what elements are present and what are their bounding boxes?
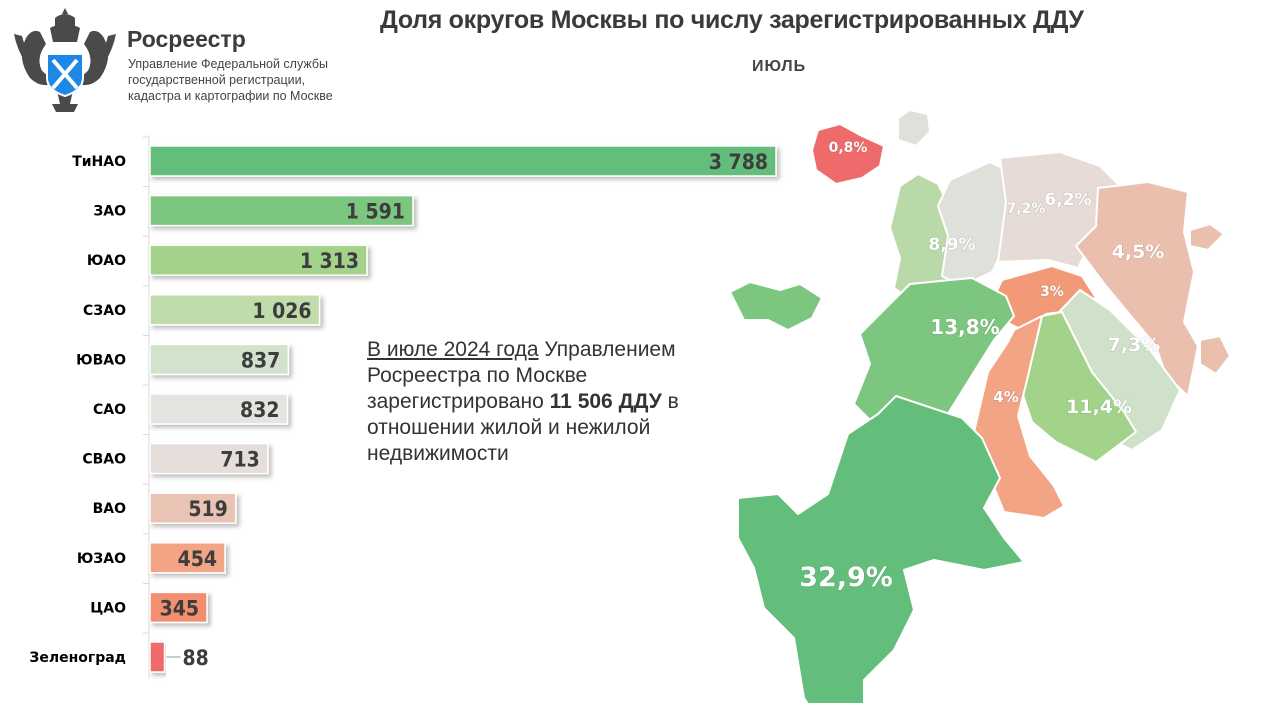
value-label: 519 [188, 497, 227, 521]
page-title: Доля округов Москвы по числу зарегистрир… [380, 6, 1084, 34]
bar [149, 393, 289, 425]
value-label: 837 [241, 348, 280, 372]
map-share-label: 32,9% [799, 562, 893, 593]
value-label: 345 [160, 596, 199, 620]
map-region-vao [1075, 181, 1199, 397]
category-label: САО [93, 402, 126, 418]
map-region-tinao [737, 395, 1025, 703]
moscow-map: 0,8% 8,9% 7,2% 6,2% 4,5% 3% 13,8% 7,3% 11,4% 4% 32… [729, 109, 1231, 703]
brand-subtitle-line: государственной регистрации, [128, 73, 306, 87]
category-label: ТиНАО [72, 154, 126, 170]
category-label: ВАО [93, 501, 127, 517]
rosreestr-eagle-logo [14, 8, 116, 112]
month-label: ИЮЛЬ [752, 58, 807, 75]
map-island-west [729, 281, 823, 331]
brand-name: Росреестр [127, 26, 246, 52]
bar [149, 145, 777, 177]
category-label: ЮВАО [76, 352, 126, 368]
value-label: 88 [183, 646, 209, 670]
note-text: Управлением Росреестра по Москве зарегис… [367, 338, 676, 413]
map-share-label: 6,2% [1044, 190, 1091, 210]
value-label: 1 026 [252, 299, 311, 323]
map-share-label: 4,5% [1112, 241, 1165, 263]
map-island-east [1189, 223, 1231, 375]
bar [149, 442, 269, 475]
value-label: 832 [240, 398, 279, 422]
category-label: СЗАО [83, 303, 126, 319]
note-date: В июле 2024 года [367, 338, 539, 361]
category-label: Зеленоград [29, 650, 126, 666]
value-label: 1 591 [346, 200, 405, 224]
map-share-label: 11,4% [1066, 396, 1132, 418]
map-share-label: 4% [993, 388, 1018, 406]
bar [149, 294, 321, 326]
bar [149, 591, 208, 624]
map-share-label: 3% [1040, 284, 1064, 300]
bar [149, 542, 226, 574]
map-region-yuzao [973, 315, 1065, 519]
map-region-decor [897, 109, 931, 147]
brand-subtitle-line: Управление Федеральной службы [128, 57, 328, 71]
brand-subtitle-line: кадастра и картографии по Москве [128, 89, 333, 103]
category-label: ЗАО [93, 204, 126, 220]
value-label: 3 788 [709, 150, 768, 174]
value-label: 454 [178, 547, 217, 571]
map-share-label: 0,8% [829, 140, 868, 156]
bar [149, 244, 368, 276]
bar [149, 492, 237, 524]
map-region-zelenograd [811, 123, 885, 185]
map-share-label: 7,2% [1007, 201, 1046, 217]
bar-chart: ТиНАО 3 788 ЗАО 1 591 ЮАО 1 313 СЗАО 1 026 ЮВАО 8… [29, 135, 777, 678]
bar [149, 343, 290, 376]
map-share-label: 7,3% [1108, 334, 1161, 356]
category-label: ЦАО [90, 600, 126, 616]
value-label: 713 [220, 448, 259, 472]
note-text: в отношении жилой и нежилой недвижимости [367, 390, 679, 465]
category-label: ЮЗАО [77, 551, 126, 567]
map-share-label: 13,8% [930, 315, 999, 339]
category-label: ЮАО [87, 253, 126, 269]
summary-note: В июле 2024 года Управлением Росреестра … [367, 337, 727, 467]
category-label: СВАО [82, 452, 126, 468]
bar [149, 194, 414, 227]
map-share-label: 8,9% [928, 235, 975, 255]
value-label: 1 313 [300, 249, 359, 273]
note-total: 11 506 ДДУ [549, 390, 662, 413]
map-region-sao [937, 161, 1011, 287]
bar [149, 641, 166, 673]
